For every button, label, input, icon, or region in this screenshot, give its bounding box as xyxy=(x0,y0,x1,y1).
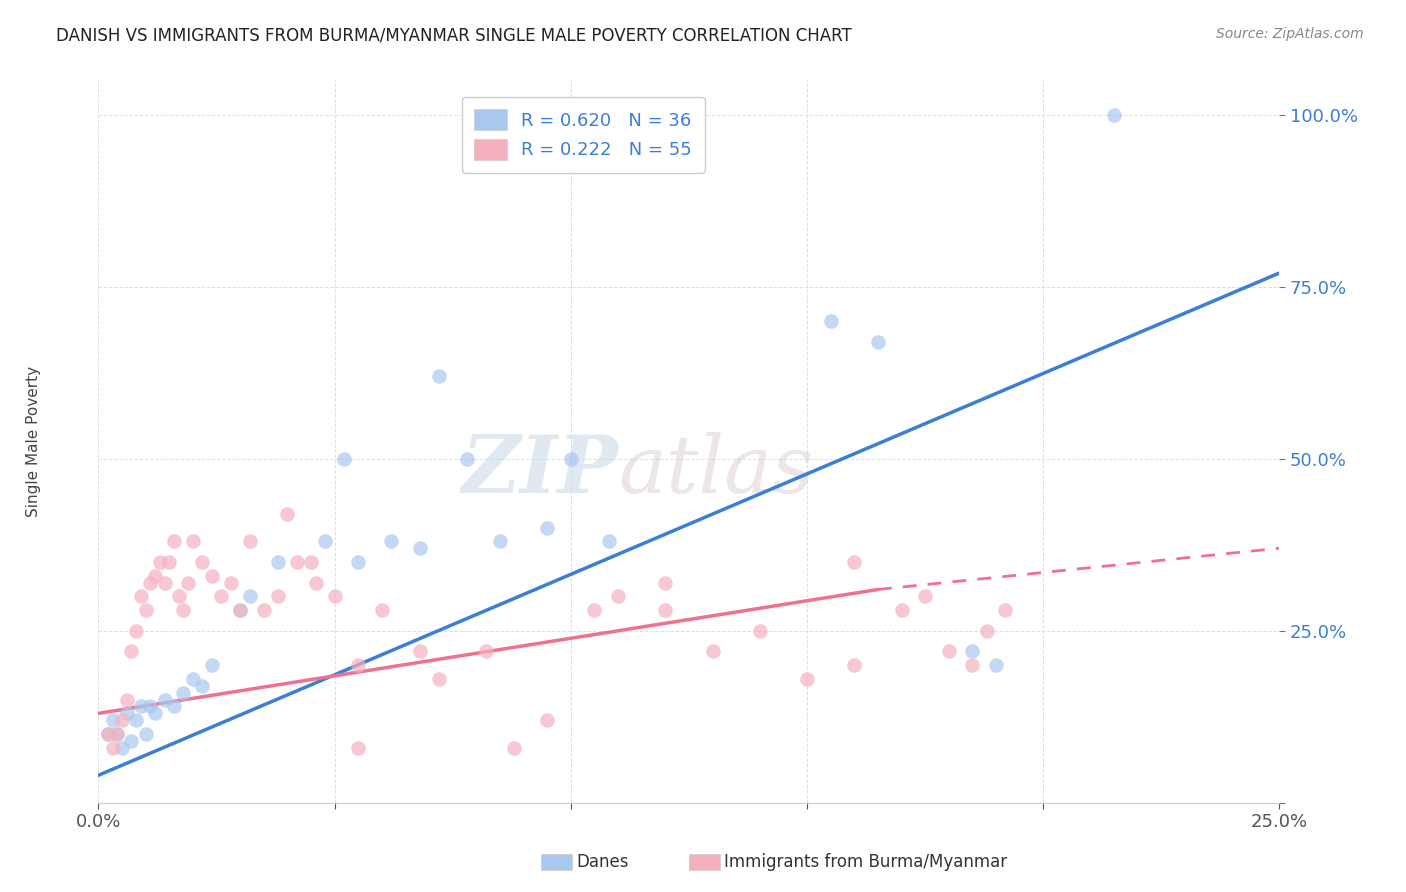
Point xyxy=(984,658,1007,673)
Point xyxy=(267,590,290,604)
Text: atlas: atlas xyxy=(619,432,814,509)
Point xyxy=(105,727,128,741)
Point xyxy=(101,713,124,727)
Text: DANISH VS IMMIGRANTS FROM BURMA/MYANMAR SINGLE MALE POVERTY CORRELATION CHART: DANISH VS IMMIGRANTS FROM BURMA/MYANMAR … xyxy=(56,27,852,45)
Point xyxy=(157,555,180,569)
Text: Single Male Poverty: Single Male Poverty xyxy=(25,366,41,517)
Point xyxy=(796,672,818,686)
Point xyxy=(371,603,394,617)
Point xyxy=(267,555,290,569)
Point xyxy=(962,644,984,658)
Point xyxy=(347,555,370,569)
Point xyxy=(866,334,889,349)
Text: Source: ZipAtlas.com: Source: ZipAtlas.com xyxy=(1216,27,1364,41)
Point xyxy=(239,590,262,604)
Point xyxy=(305,575,328,590)
Point xyxy=(153,692,176,706)
Point xyxy=(536,520,558,534)
Point xyxy=(129,699,152,714)
Point xyxy=(285,555,308,569)
Point xyxy=(253,603,276,617)
Point xyxy=(503,740,526,755)
Point xyxy=(201,658,224,673)
Point xyxy=(219,575,242,590)
Text: Danes: Danes xyxy=(576,853,628,871)
Point xyxy=(962,658,984,673)
Point xyxy=(229,603,252,617)
Point xyxy=(105,727,128,741)
Point xyxy=(139,575,162,590)
Point xyxy=(172,603,194,617)
Point xyxy=(191,555,214,569)
Point xyxy=(201,568,224,582)
Point xyxy=(583,603,606,617)
Point xyxy=(408,644,430,658)
Point xyxy=(143,706,166,721)
Point xyxy=(163,699,186,714)
Point xyxy=(191,679,214,693)
Point xyxy=(598,534,620,549)
Point xyxy=(101,740,124,755)
Point xyxy=(125,713,148,727)
Point xyxy=(914,590,936,604)
Point xyxy=(115,692,138,706)
Point xyxy=(1102,108,1125,122)
Point xyxy=(408,541,430,556)
Point xyxy=(654,575,676,590)
Point xyxy=(111,740,134,755)
Point xyxy=(347,658,370,673)
Point xyxy=(536,713,558,727)
Point xyxy=(938,644,960,658)
Point xyxy=(149,555,172,569)
Point xyxy=(97,727,120,741)
Text: Immigrants from Burma/Myanmar: Immigrants from Burma/Myanmar xyxy=(724,853,1007,871)
Legend: R = 0.620   N = 36, R = 0.222   N = 55: R = 0.620 N = 36, R = 0.222 N = 55 xyxy=(461,96,704,172)
Point xyxy=(314,534,336,549)
Point xyxy=(702,644,724,658)
Point xyxy=(456,451,478,466)
Point xyxy=(890,603,912,617)
Point xyxy=(143,568,166,582)
Point xyxy=(844,658,866,673)
Point xyxy=(129,590,152,604)
Point xyxy=(607,590,630,604)
Point xyxy=(976,624,998,638)
Point xyxy=(347,740,370,755)
Point xyxy=(239,534,262,549)
Point xyxy=(135,727,157,741)
Point xyxy=(121,734,143,748)
Point xyxy=(475,644,498,658)
Point xyxy=(181,534,204,549)
Point xyxy=(748,624,770,638)
Point xyxy=(209,590,232,604)
Point xyxy=(844,555,866,569)
Point xyxy=(323,590,346,604)
Point xyxy=(115,706,138,721)
Point xyxy=(820,314,842,328)
Point xyxy=(229,603,252,617)
Point xyxy=(135,603,157,617)
Point xyxy=(427,369,450,384)
Point xyxy=(139,699,162,714)
Point xyxy=(380,534,402,549)
Point xyxy=(111,713,134,727)
Point xyxy=(427,672,450,686)
Point xyxy=(172,686,194,700)
Point xyxy=(167,590,190,604)
Point xyxy=(177,575,200,590)
Point xyxy=(276,507,298,521)
Point xyxy=(181,672,204,686)
Point xyxy=(153,575,176,590)
Point xyxy=(163,534,186,549)
Point xyxy=(489,534,512,549)
Point xyxy=(299,555,322,569)
Point xyxy=(125,624,148,638)
Point xyxy=(333,451,356,466)
Text: ZIP: ZIP xyxy=(461,432,619,509)
Point xyxy=(994,603,1017,617)
Point xyxy=(560,451,582,466)
Point xyxy=(121,644,143,658)
Point xyxy=(97,727,120,741)
Point xyxy=(654,603,676,617)
